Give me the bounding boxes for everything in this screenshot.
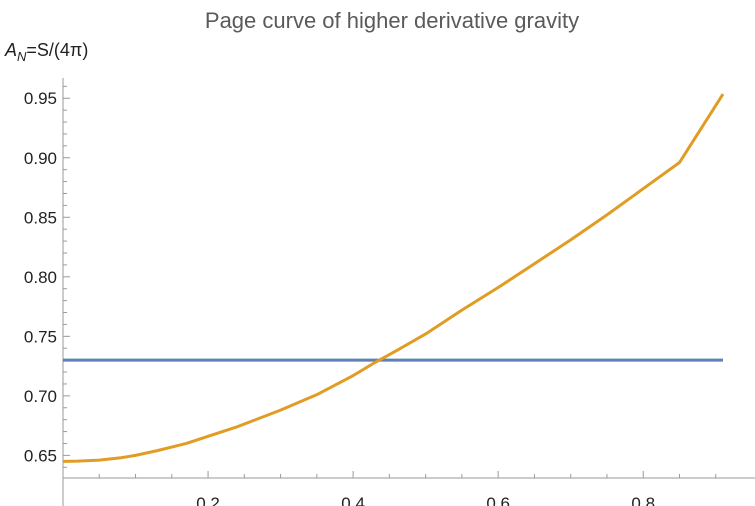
y-tick-label: 0.75 (24, 327, 57, 346)
y-tick-label: 0.65 (24, 446, 57, 465)
axes (62, 78, 755, 506)
chart-title: Page curve of higher derivative gravity (205, 8, 579, 33)
x-tick-label: 0.4 (341, 494, 365, 506)
x-tick-label: 0.8 (631, 494, 655, 506)
series-layer (62, 93, 725, 463)
y-tick-label: 0.80 (24, 268, 57, 287)
x-tick-label: 0.2 (196, 494, 220, 506)
ticks: 0.65 0.70 0.75 0.80 0.85 0.90 0.95 0.2 0.4 0.6 0.8 (24, 85, 717, 506)
y-tick-label: 0.70 (24, 387, 57, 406)
y-tick-label: 0.90 (24, 149, 57, 168)
series-page-curve (62, 93, 725, 463)
y-axis-label-subscript: N (17, 49, 27, 64)
y-axis-label-rest: =S/(4π) (26, 40, 88, 60)
y-axis-label: AN=S/(4π) (4, 40, 88, 64)
y-tick-label: 0.85 (24, 208, 57, 227)
y-axis-label-main: A (4, 40, 17, 60)
y-tick-label: 0.95 (24, 89, 57, 108)
x-tick-label: 0.6 (486, 494, 510, 506)
